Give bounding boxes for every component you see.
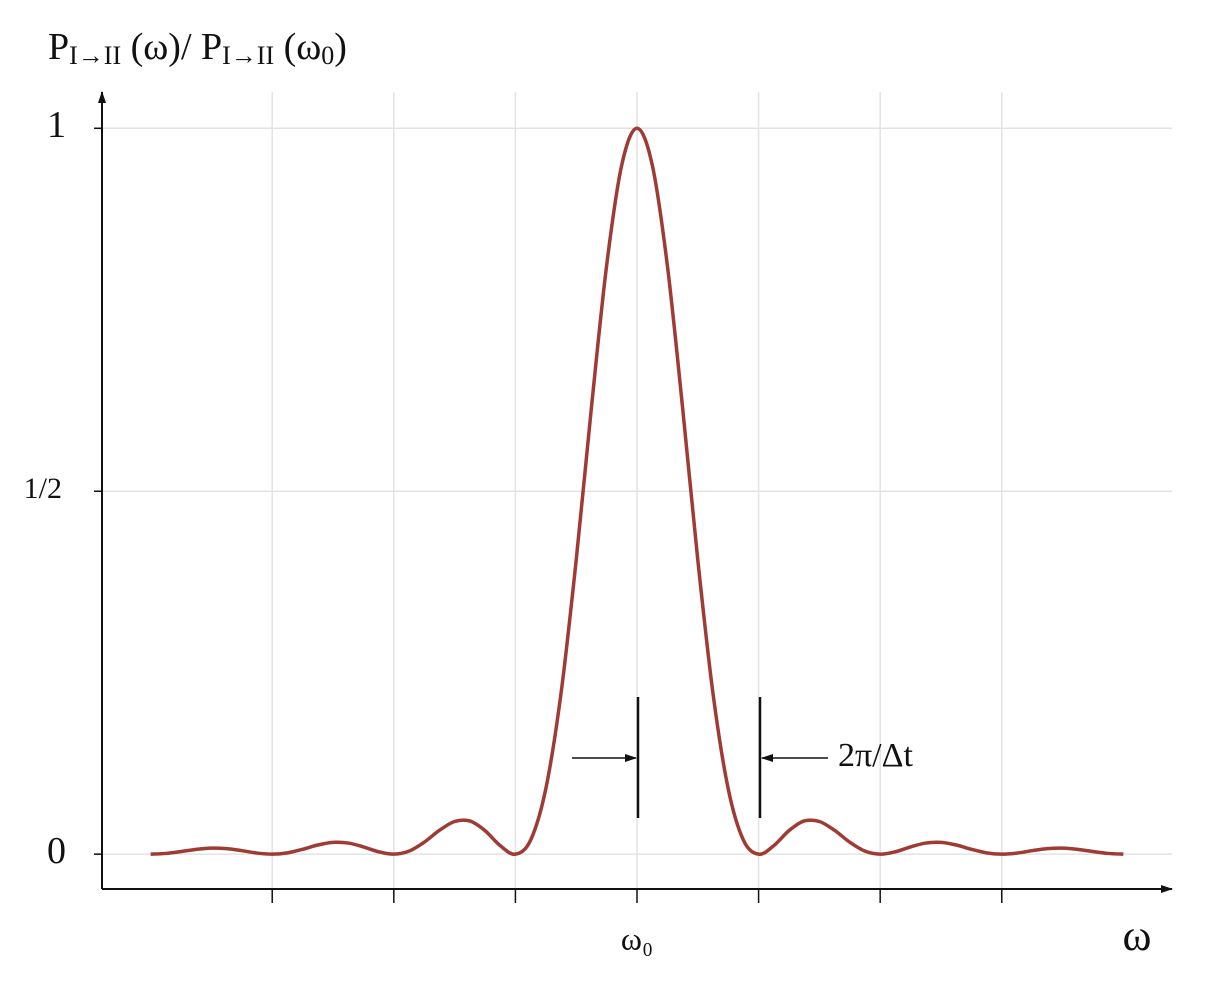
x-axis-label: ω: [1123, 911, 1152, 960]
line: [150, 126, 1124, 856]
label-part: ): [334, 26, 347, 68]
y-axis-label: PI→II (ω)/ PI→II (ω0): [48, 26, 347, 70]
label-part: P: [48, 26, 69, 68]
y-tick-label: 1: [47, 104, 66, 146]
label-part: 0: [321, 41, 334, 70]
label-part: (ω)/ P: [121, 26, 222, 68]
width-annotation: 2π/Δt: [572, 697, 913, 818]
y-tick-label: 1/2: [24, 472, 62, 505]
y-tick-label: 0: [47, 830, 66, 872]
annotation: 2π/Δt: [838, 737, 913, 774]
label-part: I→II: [222, 41, 274, 70]
label-part: (ω: [274, 26, 321, 68]
x-tick-label: ω₀: [621, 920, 653, 956]
label-part: I→II: [69, 41, 121, 70]
